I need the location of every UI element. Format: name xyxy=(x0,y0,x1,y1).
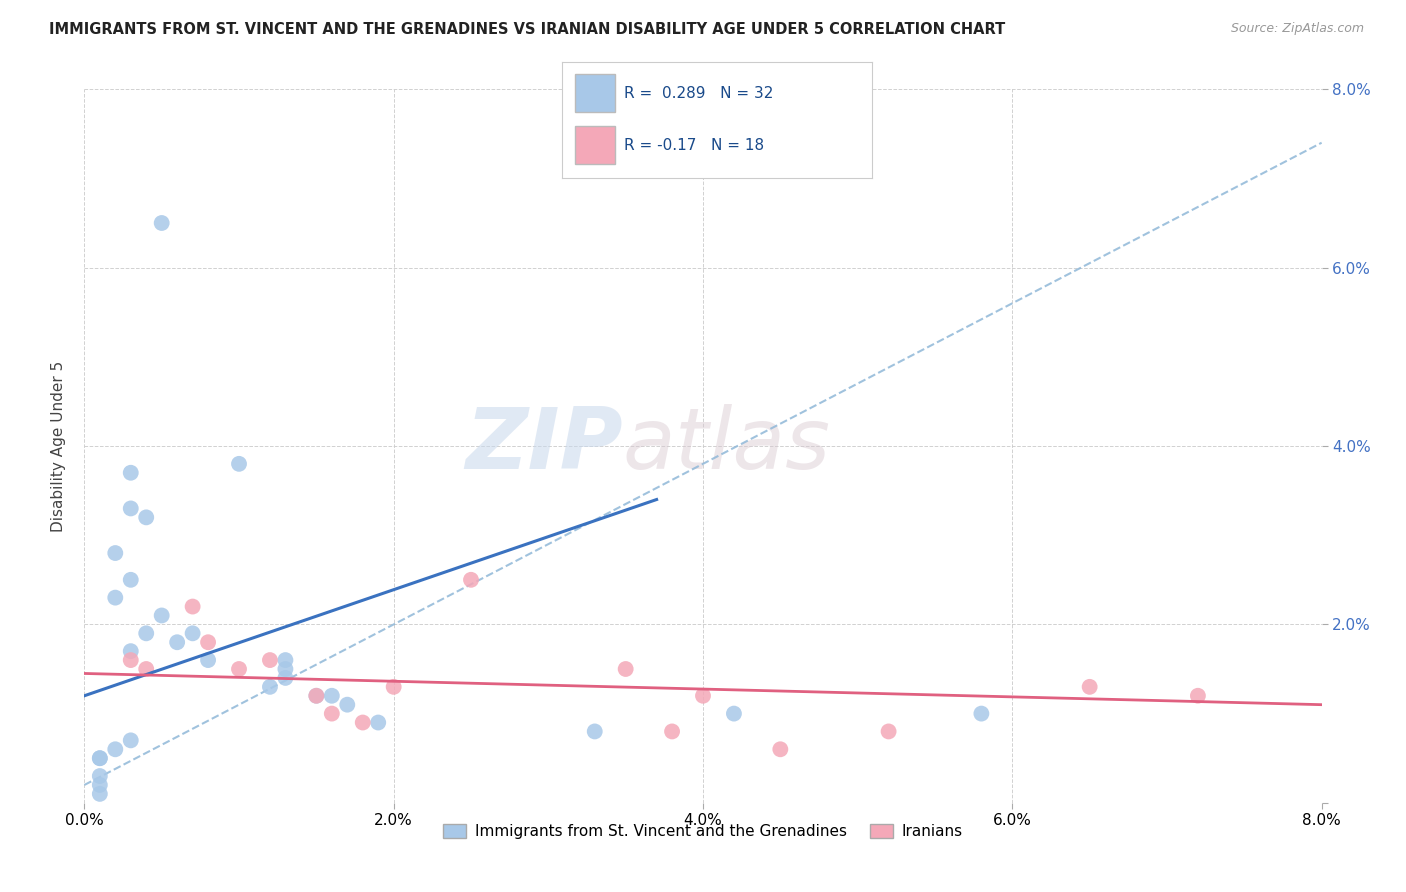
Point xyxy=(274,662,297,676)
Point xyxy=(692,689,714,703)
Point xyxy=(614,662,637,676)
Point xyxy=(228,662,250,676)
Point xyxy=(120,573,142,587)
Point xyxy=(352,715,374,730)
Point xyxy=(150,216,173,230)
Point xyxy=(274,671,297,685)
Point xyxy=(89,751,111,765)
Point xyxy=(583,724,606,739)
Text: ZIP: ZIP xyxy=(465,404,623,488)
Point xyxy=(135,510,157,524)
Legend: Immigrants from St. Vincent and the Grenadines, Iranians: Immigrants from St. Vincent and the Gren… xyxy=(437,818,969,845)
Point xyxy=(305,689,328,703)
Text: Source: ZipAtlas.com: Source: ZipAtlas.com xyxy=(1230,22,1364,36)
Point xyxy=(89,769,111,783)
Point xyxy=(104,546,127,560)
Point xyxy=(661,724,683,739)
Point xyxy=(321,706,343,721)
Point xyxy=(460,573,482,587)
Point xyxy=(104,742,127,756)
Point xyxy=(150,608,173,623)
Text: atlas: atlas xyxy=(623,404,831,488)
Text: R = -0.17   N = 18: R = -0.17 N = 18 xyxy=(624,138,765,153)
Point xyxy=(877,724,900,739)
Point xyxy=(135,662,157,676)
Point xyxy=(89,778,111,792)
Point xyxy=(197,635,219,649)
Point xyxy=(120,653,142,667)
Point xyxy=(120,733,142,747)
Point xyxy=(305,689,328,703)
Point xyxy=(89,787,111,801)
Point xyxy=(970,706,993,721)
Point xyxy=(120,501,142,516)
Point xyxy=(321,689,343,703)
Point xyxy=(166,635,188,649)
Point xyxy=(769,742,792,756)
FancyBboxPatch shape xyxy=(575,74,614,112)
Point xyxy=(336,698,359,712)
Point xyxy=(120,644,142,658)
Point xyxy=(1078,680,1101,694)
Text: R =  0.289   N = 32: R = 0.289 N = 32 xyxy=(624,86,773,101)
Y-axis label: Disability Age Under 5: Disability Age Under 5 xyxy=(51,360,66,532)
Point xyxy=(135,626,157,640)
Point xyxy=(181,626,204,640)
FancyBboxPatch shape xyxy=(575,126,614,164)
Point xyxy=(197,653,219,667)
Point xyxy=(228,457,250,471)
Text: IMMIGRANTS FROM ST. VINCENT AND THE GRENADINES VS IRANIAN DISABILITY AGE UNDER 5: IMMIGRANTS FROM ST. VINCENT AND THE GREN… xyxy=(49,22,1005,37)
Point xyxy=(274,653,297,667)
Point xyxy=(259,653,281,667)
Point xyxy=(89,751,111,765)
Point xyxy=(367,715,389,730)
Point xyxy=(181,599,204,614)
Point xyxy=(259,680,281,694)
Point xyxy=(120,466,142,480)
Point xyxy=(723,706,745,721)
Point xyxy=(1187,689,1209,703)
Point xyxy=(104,591,127,605)
Point xyxy=(382,680,405,694)
